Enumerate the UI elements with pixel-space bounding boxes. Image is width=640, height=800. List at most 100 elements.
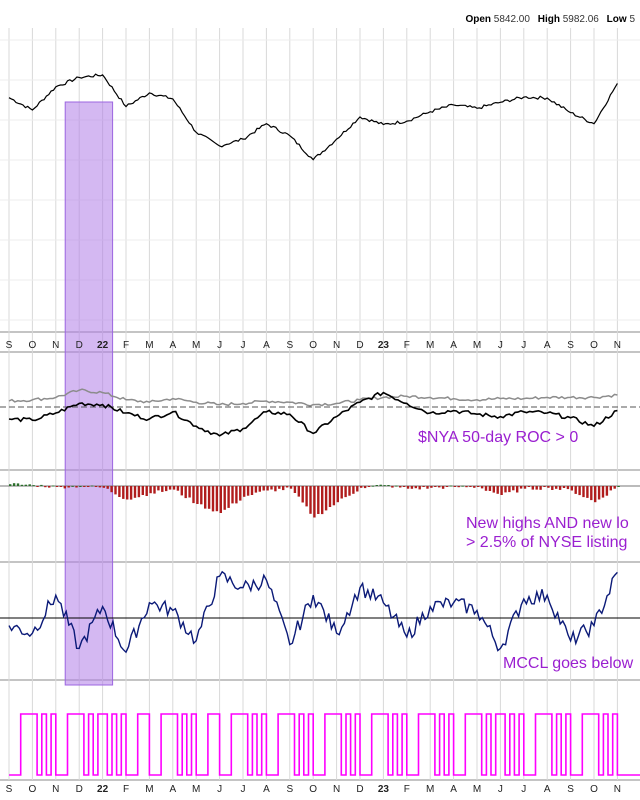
nhnl-bar xyxy=(204,486,207,509)
x-tick-label: J xyxy=(521,340,526,351)
nhnl-bar xyxy=(543,486,546,487)
nhnl-bar xyxy=(547,486,550,488)
nhnl-bar xyxy=(617,486,620,487)
nhnl-bar xyxy=(48,486,51,488)
x-tick-label: O xyxy=(309,784,317,795)
x-tick-label: D xyxy=(356,784,363,795)
nhnl-bar xyxy=(473,486,476,488)
x-tick-label: N xyxy=(333,340,340,351)
nhnl-bar xyxy=(165,486,168,492)
price-line xyxy=(8,73,618,161)
x-tick-label: A xyxy=(169,340,176,351)
nhnl-bar xyxy=(176,486,180,491)
x-tick-label: N xyxy=(614,784,621,795)
roc-line-secondary xyxy=(8,388,618,407)
nhnl-bar xyxy=(196,486,199,504)
nhnl-bar xyxy=(371,485,375,487)
nhnl-bar xyxy=(434,486,437,487)
nhnl-bar xyxy=(129,486,133,500)
nhnl-bar xyxy=(570,486,573,491)
nhnl-bar xyxy=(114,486,117,495)
high-label: High xyxy=(537,14,560,25)
nhnl-bar xyxy=(250,486,254,495)
nhnl-bar xyxy=(145,486,148,496)
nhnl-bar xyxy=(469,486,472,487)
nhnl-bar xyxy=(523,486,527,489)
nhnl-bar xyxy=(313,486,316,518)
x-tick-label: M xyxy=(145,784,153,795)
nhnl-bar xyxy=(270,486,273,490)
nhnl-bar xyxy=(297,486,300,497)
roc-line-primary xyxy=(8,391,618,437)
x-tick-label: A xyxy=(544,340,551,351)
x-tick-label: J xyxy=(521,784,526,795)
nhnl-bar xyxy=(110,486,113,493)
nhnl-bar xyxy=(500,486,503,495)
highs-lows-annotation-line1: New highs AND new lo xyxy=(466,515,629,532)
nhnl-bar xyxy=(305,486,308,507)
nhnl-bar xyxy=(578,486,581,496)
nhnl-bar xyxy=(309,486,312,514)
x-tick-label: 23 xyxy=(378,340,390,351)
x-tick-label: N xyxy=(52,340,59,351)
nhnl-bar xyxy=(512,486,515,491)
highs-lows-annotation-line2: > 2.5% of NYSE listing xyxy=(466,534,628,551)
x-tick-label: A xyxy=(450,784,457,795)
x-tick-label: J xyxy=(217,784,222,795)
x-tick-label: M xyxy=(426,784,434,795)
nhnl-bar xyxy=(40,484,43,486)
x-tick-label: F xyxy=(404,340,410,351)
nhnl-bar xyxy=(527,486,531,487)
nhnl-bar xyxy=(157,486,160,491)
nhnl-bar xyxy=(379,484,382,486)
nhnl-bar xyxy=(597,486,601,500)
nhnl-bar xyxy=(375,485,378,486)
nhnl-bar xyxy=(516,486,519,493)
net-new-highs-lows-panel xyxy=(0,483,640,518)
x-tick-label: M xyxy=(192,784,200,795)
x-axis-lower: S O N D 22 F M A M J J A S O N D 23 F M A M J J A S O N xyxy=(6,784,621,795)
nhnl-bar xyxy=(63,486,66,489)
x-tick-label: M xyxy=(426,340,434,351)
nhnl-bar xyxy=(12,483,16,486)
nhnl-bar xyxy=(71,485,74,487)
nhnl-bar xyxy=(562,486,566,488)
x-tick-label: O xyxy=(590,340,598,351)
open-label: Open xyxy=(465,14,491,25)
nhnl-bar xyxy=(449,485,453,487)
x-tick-label: F xyxy=(404,784,410,795)
nhnl-bar xyxy=(422,486,425,487)
nhnl-bar xyxy=(352,486,355,494)
nhnl-bar xyxy=(137,486,141,498)
signal-panel xyxy=(9,713,640,776)
nhnl-bar xyxy=(293,486,297,493)
nhnl-bar xyxy=(457,486,460,488)
nhnl-bar xyxy=(488,486,492,491)
nhnl-bar xyxy=(79,486,82,487)
mccl-annotation: MCCL goes below xyxy=(503,655,634,672)
nhnl-bar xyxy=(184,486,187,499)
nhnl-bar xyxy=(262,486,265,491)
roc-panel xyxy=(0,388,640,437)
nhnl-bar xyxy=(504,486,507,493)
x-tick-label: O xyxy=(590,784,598,795)
nhnl-bar xyxy=(118,486,121,497)
x-tick-label: N xyxy=(52,784,59,795)
x-tick-label: 23 xyxy=(378,784,390,795)
nhnl-bar xyxy=(496,486,499,494)
nhnl-bar xyxy=(141,486,144,495)
x-tick-label: A xyxy=(169,784,176,795)
nhnl-bar xyxy=(207,486,211,509)
x-tick-label: D xyxy=(356,340,363,351)
x-tick-label: S xyxy=(567,340,574,351)
nhnl-bar xyxy=(566,486,570,490)
nhnl-bar xyxy=(168,486,172,490)
nhnl-bar xyxy=(586,486,589,498)
nhnl-bar xyxy=(555,486,558,489)
nhnl-bar xyxy=(328,486,332,507)
nhnl-bar xyxy=(438,486,441,488)
nhnl-bar xyxy=(239,486,242,501)
nhnl-bar xyxy=(391,486,394,488)
nhnl-bar xyxy=(539,486,542,490)
